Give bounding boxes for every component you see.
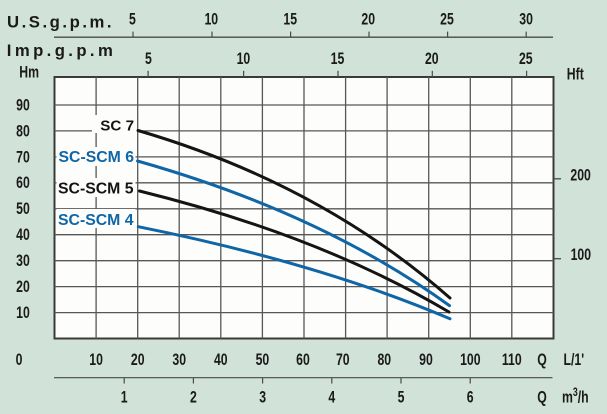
svg-text:60: 60 (16, 174, 30, 192)
svg-text:70: 70 (336, 351, 350, 369)
svg-text:70: 70 (16, 149, 30, 167)
svg-text:SC-SCM 5: SC-SCM 5 (58, 181, 134, 198)
svg-text:2: 2 (190, 389, 197, 407)
svg-text:1: 1 (121, 389, 128, 407)
svg-text:30: 30 (519, 11, 533, 29)
svg-text:4: 4 (328, 389, 336, 407)
svg-text:SC 7: SC 7 (100, 118, 134, 135)
svg-text:0: 0 (16, 351, 23, 369)
svg-text:10: 10 (16, 304, 30, 322)
svg-text:200: 200 (570, 167, 590, 185)
svg-text:5: 5 (145, 50, 152, 68)
svg-text:20: 20 (361, 11, 375, 29)
svg-text:SC-SCM 6: SC-SCM 6 (59, 149, 135, 166)
svg-text:90: 90 (16, 97, 30, 115)
svg-text:20: 20 (16, 278, 30, 296)
svg-text:15: 15 (331, 50, 345, 68)
svg-text:50: 50 (16, 200, 30, 218)
svg-text:25: 25 (440, 11, 454, 29)
svg-text:20: 20 (131, 351, 145, 369)
svg-text:10: 10 (237, 50, 251, 68)
svg-text:25: 25 (519, 50, 533, 68)
svg-text:SC-SCM 4: SC-SCM 4 (58, 212, 134, 229)
svg-text:30: 30 (16, 252, 30, 270)
svg-text:Imp.g.p.m: Imp.g.p.m (7, 41, 116, 60)
svg-text:40: 40 (214, 351, 228, 369)
svg-text:3: 3 (259, 389, 266, 407)
svg-text:90: 90 (419, 351, 433, 369)
svg-text:m3/h: m3/h (562, 386, 589, 407)
svg-text:6: 6 (467, 389, 474, 407)
svg-text:30: 30 (172, 351, 186, 369)
svg-text:100: 100 (571, 246, 591, 264)
svg-text:20: 20 (425, 50, 439, 68)
svg-text:L/1': L/1' (564, 351, 585, 369)
svg-text:40: 40 (16, 226, 30, 244)
svg-text:10: 10 (89, 351, 103, 369)
svg-text:110: 110 (502, 351, 522, 369)
svg-text:Q: Q (537, 389, 547, 407)
svg-text:Hm: Hm (19, 64, 39, 82)
svg-text:80: 80 (377, 351, 391, 369)
svg-text:5: 5 (129, 11, 136, 29)
svg-text:100: 100 (460, 351, 480, 369)
svg-text:60: 60 (296, 351, 310, 369)
svg-text:Q: Q (537, 351, 547, 369)
svg-text:80: 80 (16, 123, 30, 141)
svg-text:10: 10 (204, 11, 218, 29)
svg-text:15: 15 (283, 11, 297, 29)
svg-text:50: 50 (256, 351, 270, 369)
svg-text:Hft: Hft (567, 66, 584, 84)
svg-text:U.S.g.p.m.: U.S.g.p.m. (7, 12, 114, 31)
svg-text:5: 5 (398, 389, 405, 407)
